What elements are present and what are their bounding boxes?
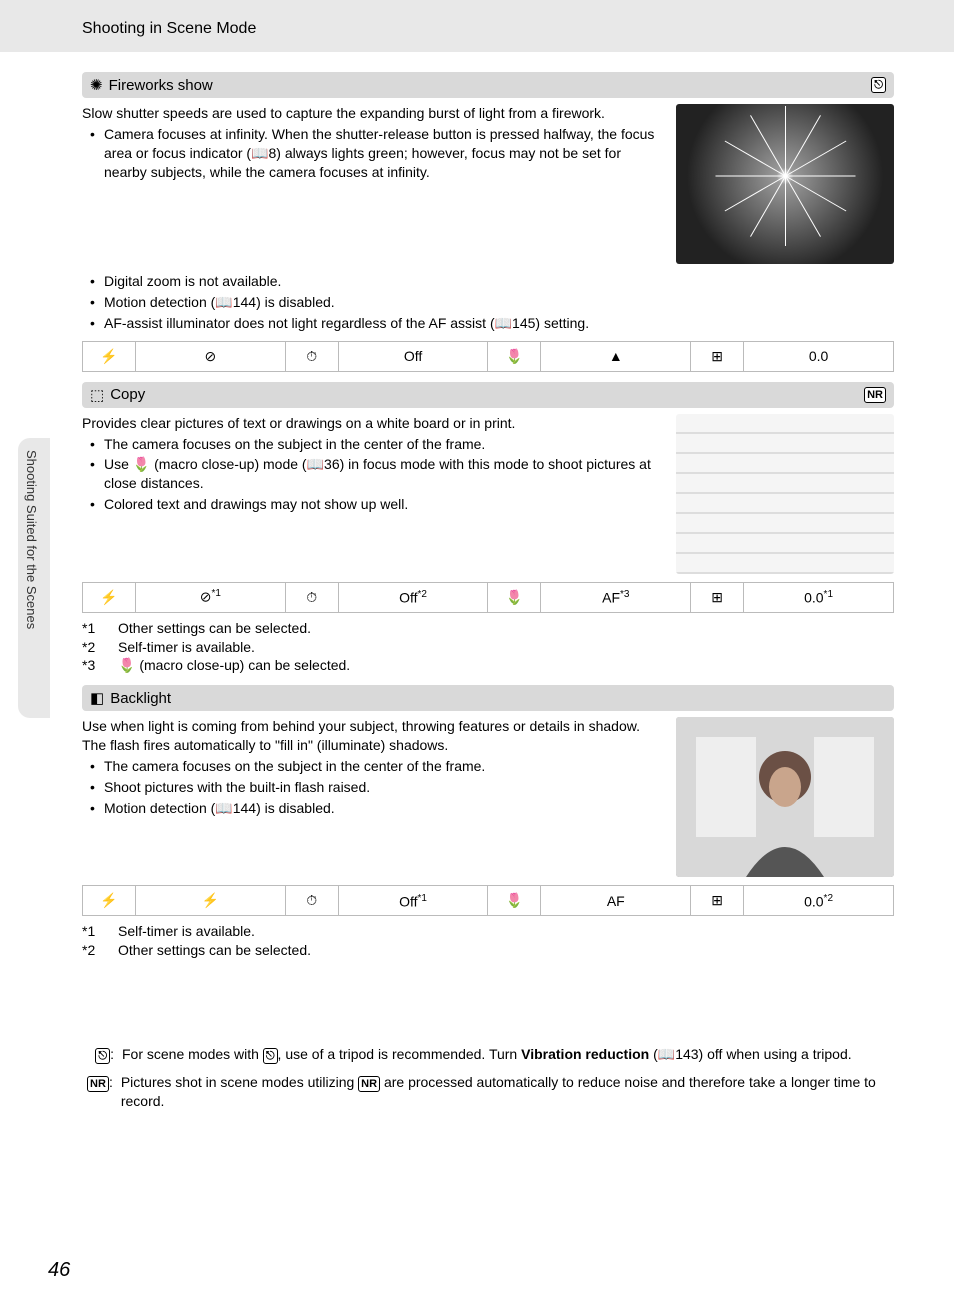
chapter-title: Shooting in Scene Mode <box>82 20 954 38</box>
footnote-text: Self-timer is available. <box>118 922 255 941</box>
bullet-list: Digital zoom is not available. Motion de… <box>82 272 894 333</box>
list-item: Motion detection (📖144) is disabled. <box>82 799 664 818</box>
scene-header-backlight: ◧ Backlight <box>82 685 894 711</box>
table-cell: AF*3 <box>541 582 691 612</box>
table-cell: 🌷 <box>488 341 541 371</box>
footnotes-copy: *1 Other settings can be selected. *2 Self… <box>82 619 894 676</box>
list-item: The camera focuses on the subject in the… <box>82 757 664 776</box>
page-header-band: Shooting in Scene Mode <box>0 0 954 52</box>
tripod-badge-icon: ⎋: <box>82 1045 114 1065</box>
nr-badge-icon: NR <box>358 1076 380 1092</box>
tripod-badge-icon: ⎋ <box>263 1048 278 1064</box>
footer-notes: ⎋: For scene modes with ⎋, use of a trip… <box>82 1045 894 1112</box>
table-cell: ▲ <box>541 341 691 371</box>
table-cell: 🌷 <box>488 582 541 612</box>
list-item: Use 🌷 (macro close-up) mode (📖36) in foc… <box>82 455 664 493</box>
bullet-list: Camera focuses at infinity. When the shu… <box>82 125 664 182</box>
table-cell: ⚡ <box>83 341 136 371</box>
table-cell: ⚡ <box>83 582 136 612</box>
tripod-badge-icon: ⎋ <box>871 77 886 93</box>
list-item: The camera focuses on the subject in the… <box>82 435 664 454</box>
nr-badge-icon: NR <box>864 387 886 403</box>
table-cell: ⊞ <box>691 582 744 612</box>
list-item: Camera focuses at infinity. When the shu… <box>82 125 664 182</box>
scene-title-label: Copy <box>110 386 145 403</box>
table-cell: ⊘ <box>135 341 285 371</box>
fireworks-icon: ✺ <box>90 76 103 94</box>
scene-image-copy <box>676 414 894 574</box>
table-cell: ⏱ <box>285 582 338 612</box>
page-number: 46 <box>48 1259 70 1282</box>
footnotes-backlight: *1 Self-timer is available. *2 Other setti… <box>82 922 894 960</box>
list-item: Motion detection (📖144) is disabled. <box>82 293 894 312</box>
table-cell: Off*1 <box>338 886 488 916</box>
table-cell: Off <box>338 341 488 371</box>
firework-decoration <box>676 104 894 264</box>
scene-image-backlight <box>676 717 894 877</box>
settings-table-copy: ⚡ ⊘*1 ⏱ Off*2 🌷 AF*3 ⊞ 0.0*1 <box>82 582 894 613</box>
list-item: Colored text and drawings may not show u… <box>82 495 664 514</box>
footnote-text: Self-timer is available. <box>118 638 255 657</box>
list-item: Shoot pictures with the built-in flash r… <box>82 778 664 797</box>
backlight-icon: ◧ <box>90 689 104 707</box>
scene-title-label: Fireworks show <box>109 77 213 94</box>
bold-label: Vibration reduction <box>521 1046 649 1062</box>
table-cell: 0.0*2 <box>744 886 894 916</box>
footer-note-text: Pictures shot in scene modes utilizing N… <box>121 1073 894 1112</box>
table-cell: ⚡ <box>83 886 136 916</box>
settings-table-backlight: ⚡ ⚡ ⏱ Off*1 🌷 AF ⊞ 0.0*2 <box>82 885 894 916</box>
list-item: Digital zoom is not available. <box>82 272 894 291</box>
scene-block-backlight: Use when light is coming from behind you… <box>82 717 894 877</box>
footnote-num: *1 <box>82 922 108 941</box>
table-cell: AF <box>541 886 691 916</box>
settings-table-fireworks: ⚡ ⊘ ⏱ Off 🌷 ▲ ⊞ 0.0 <box>82 341 894 372</box>
side-label: Shooting Suited for the Scenes <box>24 450 39 629</box>
person-silhouette-icon <box>676 717 894 877</box>
table-cell: 🌷 <box>488 886 541 916</box>
footnote-text: Other settings can be selected. <box>118 619 311 638</box>
copy-icon: ⬚ <box>90 386 104 404</box>
scene-intro: Slow shutter speeds are used to capture … <box>82 104 664 123</box>
table-cell: 0.0*1 <box>744 582 894 612</box>
scene-header-fireworks: ✺ Fireworks show ⎋ <box>82 72 894 98</box>
bullet-list: The camera focuses on the subject in the… <box>82 757 664 818</box>
table-cell: ⊞ <box>691 886 744 916</box>
table-cell: 0.0 <box>744 341 894 371</box>
table-cell: Off*2 <box>338 582 488 612</box>
bullet-list: The camera focuses on the subject in the… <box>82 435 664 515</box>
footnote-text: Other settings can be selected. <box>118 941 311 960</box>
list-item: AF-assist illuminator does not light reg… <box>82 314 894 333</box>
scene-image-fireworks <box>676 104 894 264</box>
footnote-text: 🌷 (macro close-up) can be selected. <box>118 656 350 675</box>
table-cell: ⊘*1 <box>135 582 285 612</box>
scene-intro: Provides clear pictures of text or drawi… <box>82 414 664 433</box>
scene-title-label: Backlight <box>110 690 171 707</box>
footnote-num: *2 <box>82 941 108 960</box>
footer-note-text: For scene modes with ⎋, use of a tripod … <box>122 1045 852 1065</box>
scene-header-copy: ⬚ Copy NR <box>82 382 894 408</box>
scene-intro: Use when light is coming from behind you… <box>82 717 664 755</box>
table-cell: ⏱ <box>285 886 338 916</box>
footnote-num: *2 <box>82 638 108 657</box>
table-cell: ⏱ <box>285 341 338 371</box>
nr-badge-icon: NR: <box>82 1073 113 1112</box>
scene-block-copy: Provides clear pictures of text or drawi… <box>82 414 894 574</box>
scene-block-fireworks: Slow shutter speeds are used to capture … <box>82 104 894 264</box>
table-cell: ⊞ <box>691 341 744 371</box>
footnote-num: *3 <box>82 656 108 675</box>
table-cell: ⚡ <box>135 886 285 916</box>
footnote-num: *1 <box>82 619 108 638</box>
